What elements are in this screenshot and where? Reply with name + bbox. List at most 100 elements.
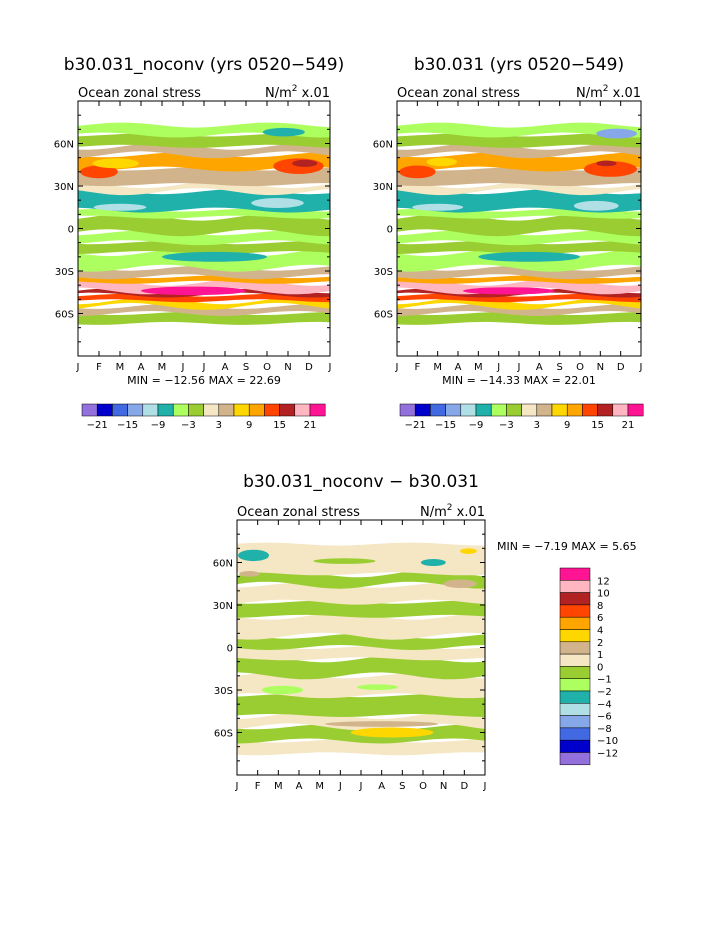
colorbar-cell — [445, 403, 462, 417]
colorbar-cell — [157, 403, 174, 417]
x-tick-label: O — [576, 362, 584, 373]
colorbar-label: −3 — [181, 420, 196, 431]
x-tick-label: S — [243, 362, 249, 373]
x-tick-label: N — [284, 362, 291, 373]
x-tick-label: J — [76, 362, 80, 373]
x-tick-label: F — [255, 781, 261, 792]
units-scale: x.01 — [453, 505, 486, 520]
max-value: 22.01 — [564, 374, 596, 387]
contour-feature — [356, 684, 399, 691]
min-max-stats: MIN = −14.33 MAX = 22.01 — [442, 374, 596, 387]
colorbar-cell — [172, 403, 189, 417]
contour-feature — [141, 286, 246, 296]
colorbar-cell — [559, 592, 591, 606]
x-tick-label: J — [359, 781, 363, 792]
colorbar-label: 12 — [597, 576, 610, 587]
colorbar-label: 9 — [246, 420, 252, 431]
colorbar-cell — [233, 403, 250, 417]
chart-title: b30.031_noconv − b30.031 — [243, 472, 479, 492]
units-exponent: 2 — [292, 84, 298, 94]
colorbar-label: −15 — [435, 420, 456, 431]
max-value: 22.69 — [249, 374, 281, 387]
units-base: N/m — [420, 505, 447, 520]
contour-feature — [261, 685, 304, 695]
contour-feature — [313, 558, 376, 564]
contour-band — [78, 167, 330, 187]
contour-band — [237, 612, 485, 640]
units-scale: x.01 — [609, 86, 642, 101]
contour-band — [237, 694, 485, 717]
x-tick-label: O — [263, 362, 271, 373]
contour-band — [397, 312, 641, 325]
colorbar-cell — [430, 403, 446, 417]
x-tick-label: S — [399, 781, 405, 792]
y-tick-label: 30N — [373, 182, 393, 193]
contour-feature — [92, 158, 139, 169]
colorbar-label: 0 — [597, 662, 603, 673]
units-label: N/m2 x.01 — [265, 84, 330, 101]
contour-band — [237, 712, 485, 731]
contour-band — [78, 142, 330, 159]
colorbar-label: −4 — [597, 699, 612, 710]
contour-band — [397, 133, 641, 148]
contour-band — [397, 181, 641, 196]
max-label: MAX = — [524, 374, 565, 387]
x-tick-label: J — [639, 362, 643, 373]
colorbar-cell — [566, 403, 583, 417]
colorbar-cell — [559, 629, 591, 643]
min-max-stats: MIN = −7.19 MAX = 5.65 — [497, 540, 637, 553]
contour-band — [237, 600, 485, 618]
x-tick-label: A — [138, 362, 145, 373]
y-tick-label: 60N — [213, 559, 233, 570]
colorbar-cell — [559, 715, 591, 729]
x-tick-label: A — [536, 362, 543, 373]
colorbar-cell — [414, 403, 431, 417]
colorbar-label: −8 — [597, 724, 612, 735]
colorbar-label: −9 — [469, 420, 484, 431]
units-base: N/m — [265, 86, 292, 101]
x-tick-label: N — [440, 781, 447, 792]
colorbar-label: −6 — [597, 712, 612, 723]
contour-feature — [80, 165, 118, 179]
colorbar-label: −12 — [597, 749, 618, 760]
contour-band — [397, 303, 641, 316]
contour-feature — [399, 165, 436, 179]
x-tick-label: F — [414, 362, 420, 373]
units-exponent: 2 — [603, 84, 609, 94]
y-tick-label: 0 — [227, 644, 233, 655]
colorbar-cell — [490, 403, 507, 417]
x-tick-label: F — [96, 362, 102, 373]
colorbar-cell — [142, 403, 159, 417]
contour-feature — [162, 251, 267, 262]
colorbar-cell — [559, 690, 591, 704]
colorbar-cell — [559, 727, 591, 741]
contour-band — [78, 312, 330, 325]
x-tick-label: J — [496, 362, 500, 373]
x-tick-label: M — [315, 781, 324, 792]
units-scale: x.01 — [298, 86, 331, 101]
contour-feature — [238, 549, 270, 562]
colorbar-label: −2 — [597, 687, 612, 698]
x-tick-label: N — [597, 362, 604, 373]
colorbar-cell — [309, 403, 326, 417]
contour-feature — [324, 721, 439, 727]
colorbar-label: 6 — [597, 613, 603, 624]
contour-feature — [460, 548, 477, 555]
colorbar-cell — [559, 616, 591, 630]
y-tick-label: 60S — [374, 310, 393, 321]
x-tick-label: S — [556, 362, 562, 373]
x-tick-label: J — [395, 362, 399, 373]
contour-band — [397, 230, 641, 246]
min-value: −14.33 — [479, 374, 523, 387]
units-exponent: 2 — [447, 503, 453, 513]
contour-band — [78, 241, 330, 255]
colorbar-label: 1 — [597, 650, 603, 661]
x-tick-label: J — [517, 362, 521, 373]
colorbar-cell — [264, 403, 280, 417]
contour-feature — [251, 198, 304, 208]
min-label: MIN = — [127, 374, 164, 387]
plot-area — [237, 520, 485, 775]
colorbar-label: 10 — [597, 589, 610, 600]
contour-band — [78, 297, 330, 310]
